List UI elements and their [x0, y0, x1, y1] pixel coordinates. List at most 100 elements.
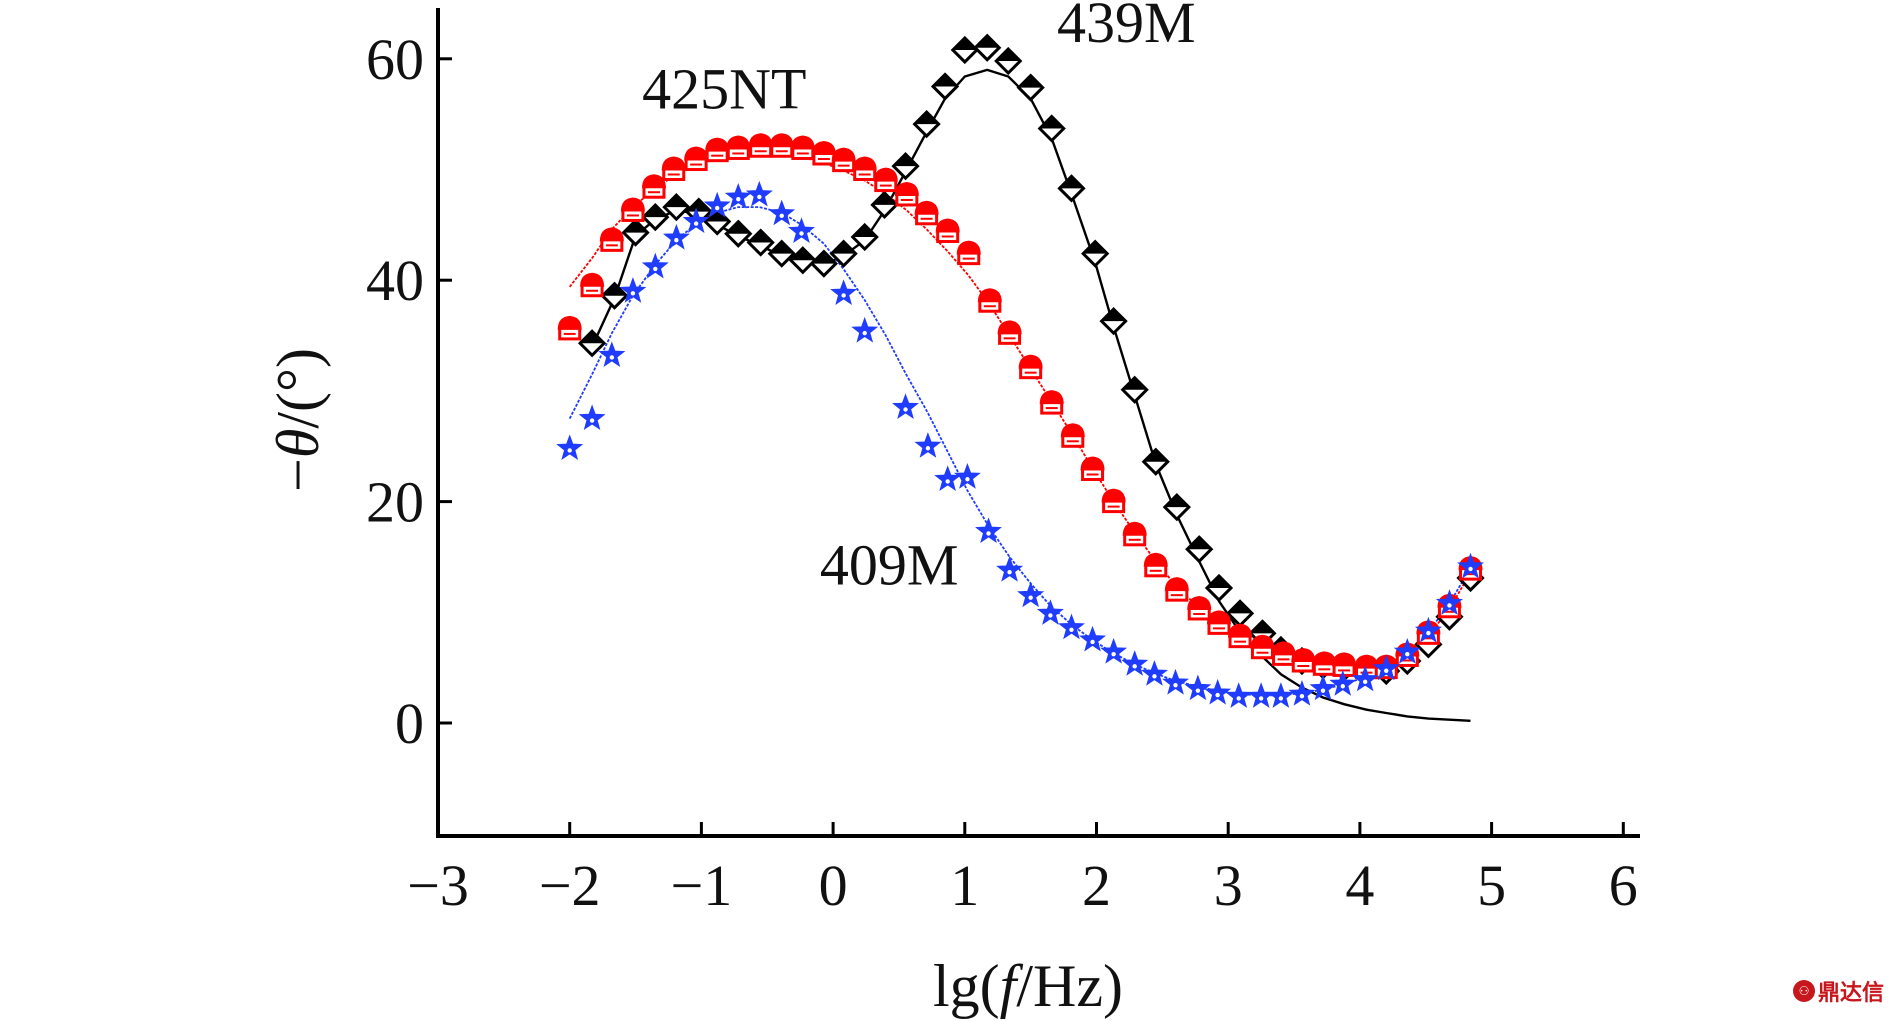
x-tick-label: 3 [1214, 853, 1243, 918]
data-point-425nt [914, 200, 939, 226]
x-axis-title-prefix: lg( [933, 953, 1000, 1019]
data-point-409m [975, 517, 1002, 543]
data-point-439m [600, 281, 629, 310]
data-point-409m [641, 252, 669, 279]
data-point-409m [556, 434, 584, 460]
data-point-425nt [1164, 577, 1189, 602]
data-point-409m [578, 404, 606, 431]
x-tick-label: 0 [819, 853, 848, 918]
data-point-409m [1372, 654, 1400, 681]
data-point-409m [1225, 682, 1253, 708]
data-point-425nt [1080, 456, 1105, 481]
data-point-425nt [852, 156, 877, 181]
data-point-439m [746, 228, 775, 257]
data-point-439m [829, 239, 858, 268]
data-point-409m [1288, 680, 1316, 706]
data-point-425nt [1187, 595, 1212, 621]
fit-line-439m [591, 68, 1471, 722]
data-point-439m [1141, 447, 1170, 476]
data-point-409m [1100, 638, 1128, 664]
data-points [556, 33, 1485, 708]
data-point-409m [1204, 678, 1232, 705]
fit-line-425nt [568, 151, 1472, 669]
data-point-425nt [997, 320, 1022, 345]
data-point-409m [1435, 589, 1463, 615]
data-point-409m [619, 277, 647, 303]
data-point-409m [1393, 638, 1421, 664]
data-point-439m [1081, 239, 1110, 268]
data-point-409m [934, 465, 962, 491]
y-axis-title: −θ/(°) [265, 348, 331, 492]
y-tick-label: 0 [395, 691, 424, 756]
x-axis-title: lg(f/Hz) [933, 953, 1123, 1019]
data-point-425nt [705, 137, 730, 163]
data-point-425nt [1228, 623, 1253, 649]
series-409m [556, 180, 1484, 708]
data-point-409m [1351, 665, 1379, 692]
y-tick-label: 20 [366, 470, 424, 535]
series-425nt [557, 133, 1483, 680]
data-point-425nt [580, 272, 605, 298]
data-point-409m [1247, 682, 1275, 708]
data-point-425nt [894, 181, 919, 207]
data-point-409m [1457, 552, 1484, 579]
data-point-425nt [1143, 552, 1168, 578]
y-axis-title-italic: θ [265, 429, 331, 458]
y-axis-title-prefix: − [265, 458, 331, 492]
data-point-425nt [1332, 652, 1357, 677]
data-point-425nt [1250, 634, 1275, 660]
data-point-409m [703, 191, 731, 218]
data-point-425nt [599, 227, 624, 252]
data-point-425nt [956, 240, 981, 266]
data-point-439m [621, 218, 650, 247]
data-point-425nt [1018, 354, 1043, 380]
data-point-409m [1017, 581, 1045, 608]
data-point-439m [973, 33, 1002, 62]
data-point-425nt [1122, 521, 1147, 547]
data-point-409m [830, 279, 858, 305]
data-point-439m [662, 193, 691, 222]
data-point-425nt [620, 197, 645, 222]
data-point-439m [1204, 573, 1234, 603]
data-point-439m [809, 249, 839, 278]
data-point-409m [1184, 674, 1212, 701]
x-tick-label: 5 [1477, 853, 1506, 918]
data-point-425nt [873, 167, 898, 193]
x-tick-label: 2 [1082, 853, 1111, 918]
data-point-425nt [1060, 423, 1085, 448]
data-point-439m [994, 46, 1023, 76]
data-point-425nt [641, 174, 666, 199]
data-point-409m [851, 316, 879, 343]
data-point-409m [1058, 613, 1085, 640]
data-point-439m [950, 35, 979, 65]
data-point-409m [1267, 682, 1295, 708]
data-point-425nt [726, 135, 751, 160]
data-point-409m [953, 463, 981, 489]
fit-line-409m [568, 206, 1472, 697]
data-point-409m [788, 217, 815, 243]
data-point-439m [1057, 174, 1086, 203]
data-point-439m [930, 72, 960, 101]
data-point-425nt [748, 133, 773, 158]
x-tick-label: 6 [1609, 853, 1638, 918]
data-point-439m [767, 239, 796, 268]
watermark: ⚇ 鼎达信 [1792, 975, 1884, 1007]
y-axis-title-suffix: /(°) [265, 348, 331, 429]
data-point-439m [1162, 493, 1191, 522]
data-point-439m [1185, 535, 1214, 564]
y-tick-label: 60 [366, 27, 424, 92]
watermark-text: 鼎达信 [1817, 981, 1884, 1006]
data-point-409m [1140, 660, 1168, 686]
data-point-409m [892, 393, 919, 419]
data-point-409m [914, 432, 942, 458]
data-point-439m [1099, 307, 1128, 336]
data-point-425nt [557, 315, 582, 341]
data-point-439m [1037, 114, 1066, 143]
data-point-409m [1309, 674, 1337, 701]
dingdaxin-logo-icon: ⚇ [1792, 980, 1815, 1002]
annotation-439m: 439M [1057, 0, 1196, 55]
data-point-439m [724, 219, 753, 248]
x-ticks: −3 −2 −1 0 1 2 3 4 5 6 [407, 822, 1638, 918]
data-point-439m [641, 202, 670, 232]
